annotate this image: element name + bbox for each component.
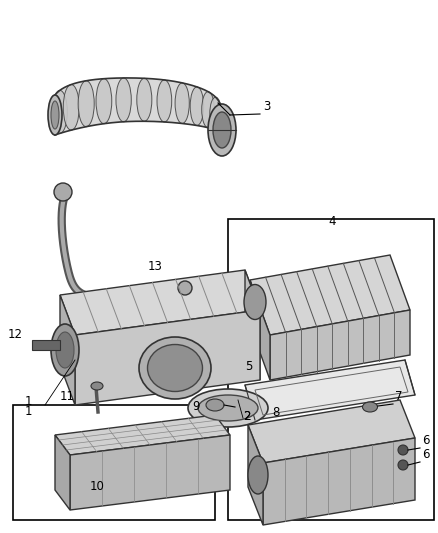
- Ellipse shape: [178, 281, 192, 295]
- Polygon shape: [55, 435, 70, 510]
- Ellipse shape: [91, 382, 103, 390]
- Ellipse shape: [157, 80, 172, 122]
- Polygon shape: [270, 310, 410, 380]
- Text: 12: 12: [8, 328, 23, 341]
- Ellipse shape: [51, 324, 79, 376]
- Polygon shape: [70, 435, 230, 510]
- Ellipse shape: [137, 78, 152, 122]
- Polygon shape: [248, 425, 263, 525]
- Text: 13: 13: [148, 260, 163, 273]
- Ellipse shape: [217, 112, 227, 140]
- Polygon shape: [263, 438, 415, 525]
- Ellipse shape: [210, 97, 222, 131]
- Text: 6: 6: [422, 448, 430, 461]
- Polygon shape: [250, 280, 270, 380]
- Bar: [228, 219, 434, 520]
- Polygon shape: [75, 310, 260, 405]
- Ellipse shape: [213, 112, 231, 148]
- Ellipse shape: [56, 332, 74, 368]
- Ellipse shape: [398, 445, 408, 455]
- Ellipse shape: [198, 395, 258, 421]
- Text: 9: 9: [192, 400, 199, 413]
- Text: 1: 1: [25, 405, 32, 418]
- Polygon shape: [55, 78, 222, 145]
- Polygon shape: [248, 400, 415, 463]
- Ellipse shape: [208, 104, 236, 156]
- Ellipse shape: [116, 78, 131, 122]
- Ellipse shape: [54, 183, 72, 201]
- Polygon shape: [60, 295, 75, 405]
- Text: 10: 10: [90, 480, 105, 493]
- Ellipse shape: [52, 91, 67, 133]
- Ellipse shape: [206, 399, 224, 411]
- Ellipse shape: [248, 456, 268, 494]
- Text: 5: 5: [245, 360, 252, 373]
- Ellipse shape: [202, 92, 214, 128]
- Polygon shape: [60, 270, 260, 335]
- Ellipse shape: [51, 101, 59, 129]
- Ellipse shape: [96, 79, 112, 124]
- Text: 7: 7: [395, 390, 403, 403]
- Text: 2: 2: [243, 410, 251, 423]
- Ellipse shape: [148, 344, 202, 392]
- Ellipse shape: [175, 83, 189, 124]
- Text: 8: 8: [272, 406, 279, 419]
- Text: 2: 2: [243, 410, 251, 423]
- Ellipse shape: [190, 87, 204, 125]
- Bar: [32, 340, 60, 350]
- Ellipse shape: [215, 104, 226, 134]
- Polygon shape: [245, 360, 415, 420]
- Ellipse shape: [244, 285, 266, 319]
- Ellipse shape: [63, 85, 79, 130]
- Text: 4: 4: [328, 215, 336, 228]
- Text: 1: 1: [25, 395, 32, 408]
- Ellipse shape: [398, 460, 408, 470]
- Ellipse shape: [188, 389, 268, 427]
- Ellipse shape: [48, 95, 62, 135]
- Text: 3: 3: [263, 100, 270, 113]
- Bar: [13, 405, 215, 520]
- Ellipse shape: [139, 337, 211, 399]
- Ellipse shape: [363, 402, 378, 412]
- Polygon shape: [55, 415, 230, 455]
- Text: 6: 6: [422, 434, 430, 447]
- Text: 11: 11: [60, 390, 75, 403]
- Polygon shape: [250, 255, 410, 335]
- Ellipse shape: [78, 81, 94, 127]
- Polygon shape: [245, 270, 260, 380]
